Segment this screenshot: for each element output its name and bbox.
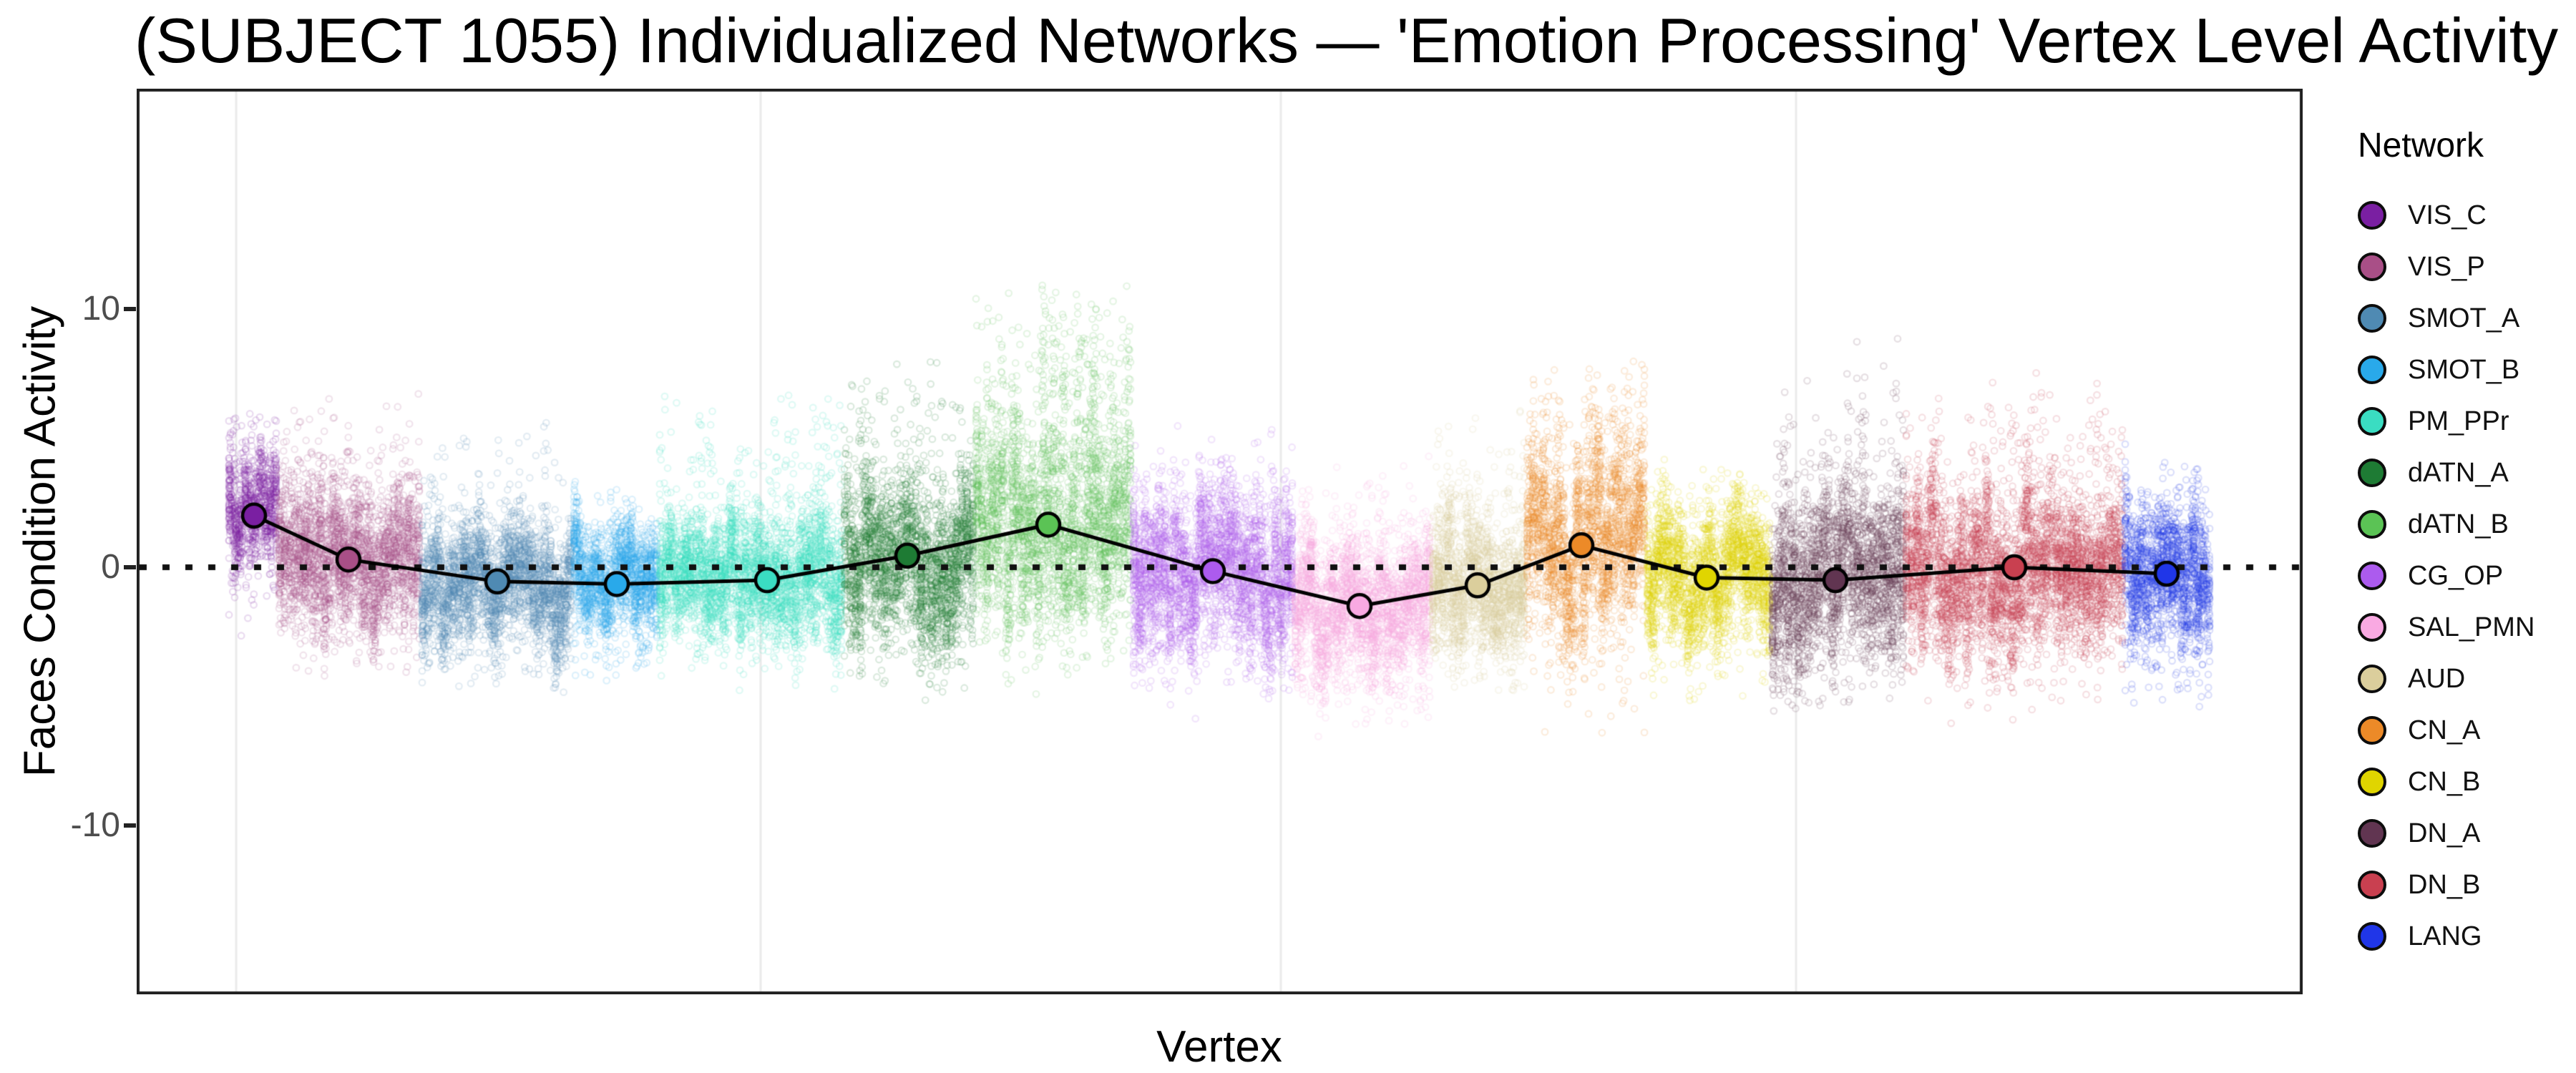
legend-color-swatch xyxy=(2358,562,2386,590)
y-tick-label: -10 xyxy=(70,806,120,844)
legend-label: dATN_B xyxy=(2408,509,2509,539)
legend-label: CG_OP xyxy=(2408,560,2504,591)
plot-panel xyxy=(137,89,2303,994)
legend-label: SMOT_B xyxy=(2408,354,2520,385)
legend-item: SMOT_A xyxy=(2358,293,2572,344)
legend-color-swatch xyxy=(2358,819,2386,848)
y-tick-mark xyxy=(124,565,136,569)
legend-label: DN_A xyxy=(2408,818,2481,848)
legend-item: DN_B xyxy=(2358,859,2572,911)
y-tick-label: 0 xyxy=(101,548,120,586)
legend-label: AUD xyxy=(2408,663,2466,694)
legend-item: dATN_A xyxy=(2358,447,2572,499)
legend-label: CN_A xyxy=(2408,715,2481,745)
legend-label: VIS_C xyxy=(2408,200,2487,230)
plot-title: (SUBJECT 1055) Individualized Networks —… xyxy=(135,5,2559,76)
legend-item: CN_A xyxy=(2358,705,2572,756)
legend-item: VIS_C xyxy=(2358,190,2572,241)
legend-label: LANG xyxy=(2408,921,2482,951)
legend-item: SMOT_B xyxy=(2358,344,2572,396)
legend-item: VIS_P xyxy=(2358,241,2572,293)
legend-item: dATN_B xyxy=(2358,499,2572,550)
x-axis-title: Vertex xyxy=(1156,1022,1282,1072)
legend-color-swatch xyxy=(2358,871,2386,899)
y-axis-title: Faces Condition Activity xyxy=(15,305,65,778)
y-tick-label: 10 xyxy=(82,290,120,328)
legend-color-swatch xyxy=(2358,922,2386,951)
legend-label: VIS_P xyxy=(2408,251,2485,282)
legend-item: PM_PPr xyxy=(2358,396,2572,447)
legend-item: CN_B xyxy=(2358,756,2572,808)
legend-color-swatch xyxy=(2358,459,2386,487)
legend-color-swatch xyxy=(2358,716,2386,745)
legend-color-swatch xyxy=(2358,510,2386,539)
y-tick-mark xyxy=(124,307,136,311)
legend-item: SAL_PMN xyxy=(2358,602,2572,653)
scatter-plot-canvas xyxy=(137,89,2303,994)
legend-color-swatch xyxy=(2358,768,2386,796)
legend-color-swatch xyxy=(2358,613,2386,642)
legend-color-swatch xyxy=(2358,304,2386,333)
legend-color-swatch xyxy=(2358,665,2386,693)
legend-label: DN_B xyxy=(2408,869,2481,900)
legend-item: CG_OP xyxy=(2358,550,2572,602)
legend-label: dATN_A xyxy=(2408,457,2509,488)
legend-label: SMOT_A xyxy=(2408,303,2520,333)
y-tick-mark xyxy=(124,823,136,828)
legend-item: DN_A xyxy=(2358,808,2572,859)
legend-color-swatch xyxy=(2358,201,2386,230)
legend-title: Network xyxy=(2358,127,2484,165)
legend-label: PM_PPr xyxy=(2408,406,2509,436)
legend-item: AUD xyxy=(2358,653,2572,705)
legend-color-swatch xyxy=(2358,407,2386,436)
legend-item: LANG xyxy=(2358,911,2572,962)
legend-label: SAL_PMN xyxy=(2408,612,2535,642)
legend-color-swatch xyxy=(2358,356,2386,384)
legend: Network VIS_C VIS_P SMOT_A SMOT_B PM_PPr dATN… xyxy=(2358,126,2572,962)
legend-label: CN_B xyxy=(2408,766,2481,797)
legend-color-swatch xyxy=(2358,253,2386,281)
legend-rows: VIS_C VIS_P SMOT_A SMOT_B PM_PPr dATN_A dATN_B… xyxy=(2358,190,2572,962)
